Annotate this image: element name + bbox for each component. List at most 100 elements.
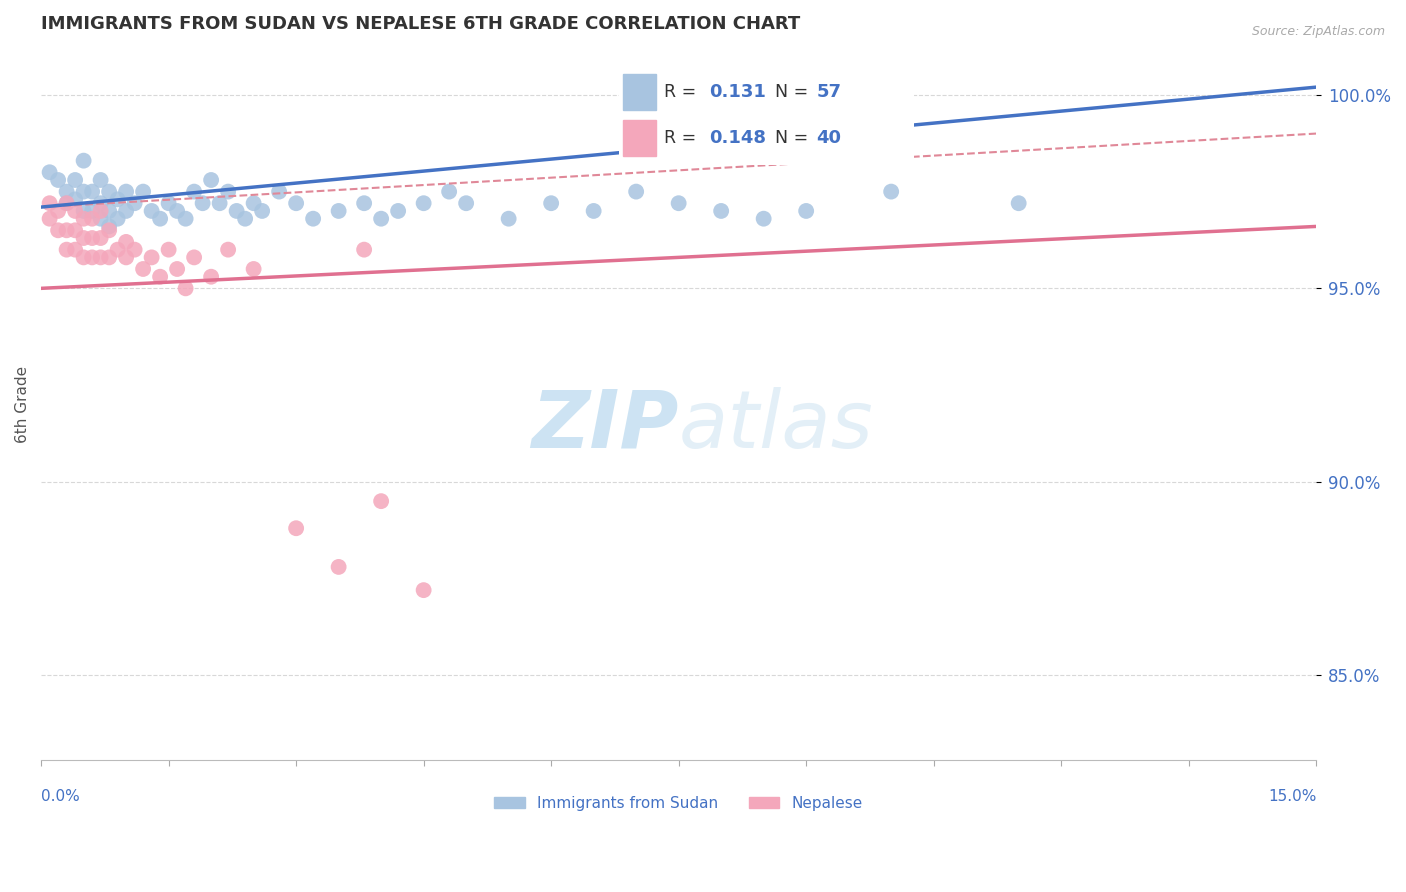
Point [233,211,256,226]
Point [217,243,239,257]
Point [90,231,112,245]
Point [242,196,264,211]
Point [353,243,375,257]
Point [1008,196,1031,211]
Point [63,243,86,257]
Y-axis label: 6th Grade: 6th Grade [15,366,30,443]
Point [250,203,273,218]
Point [46,173,69,187]
Point [90,203,112,218]
Point [302,211,325,226]
Text: N =: N = [775,129,808,147]
Text: 0.148: 0.148 [709,129,766,147]
Point [242,262,264,277]
Point [115,251,138,265]
Point [82,203,104,218]
Point [412,196,434,211]
Point [191,196,214,211]
Point [72,251,94,265]
Point [412,583,434,598]
Point [72,203,94,218]
Point [90,196,112,211]
Point [174,211,197,226]
Point [72,185,94,199]
Point [217,185,239,199]
Point [55,243,77,257]
Point [98,223,121,237]
Point [880,185,903,199]
Point [55,196,77,211]
Point [200,173,222,187]
Text: R =: R = [665,129,696,147]
Bar [623,74,655,110]
Point [107,192,129,206]
Point [132,185,155,199]
Point [124,196,146,211]
Point [285,521,308,535]
Point [149,269,172,284]
Point [183,251,205,265]
Point [82,251,104,265]
Point [149,211,172,226]
Point [141,203,163,218]
Point [370,494,392,508]
Point [115,203,138,218]
Point [98,219,121,234]
Text: 0.131: 0.131 [709,83,766,101]
Point [82,231,104,245]
Text: atlas: atlas [679,387,873,465]
Text: IMMIGRANTS FROM SUDAN VS NEPALESE 6TH GRADE CORRELATION CHART: IMMIGRANTS FROM SUDAN VS NEPALESE 6TH GR… [41,15,800,33]
Text: 15.0%: 15.0% [1268,789,1316,804]
Point [624,185,647,199]
Text: 0.0%: 0.0% [41,789,80,804]
Point [225,203,247,218]
Point [540,196,562,211]
Point [46,223,69,237]
Point [46,203,69,218]
Point [63,203,86,218]
Point [55,196,77,211]
Legend: Immigrants from Sudan, Nepalese: Immigrants from Sudan, Nepalese [488,789,869,817]
Text: Source: ZipAtlas.com: Source: ZipAtlas.com [1251,25,1385,38]
Point [794,203,817,218]
Point [183,185,205,199]
Point [353,196,375,211]
Point [55,185,77,199]
Point [285,196,308,211]
Point [582,203,605,218]
Point [208,196,231,211]
Point [63,223,86,237]
Point [63,173,86,187]
Point [269,185,291,199]
Point [98,185,121,199]
Point [115,235,138,249]
Point [90,211,112,226]
Point [456,196,478,211]
Text: N =: N = [775,83,808,101]
Point [328,560,350,574]
Point [124,243,146,257]
Bar [623,120,655,156]
Point [370,211,392,226]
Point [107,243,129,257]
Point [710,203,733,218]
Text: 57: 57 [817,83,841,101]
Point [174,281,197,295]
Point [498,211,520,226]
Point [38,165,60,179]
Point [82,211,104,226]
Point [98,203,121,218]
Point [90,173,112,187]
Point [166,262,188,277]
Point [115,185,138,199]
Point [668,196,690,211]
Point [157,196,180,211]
Point [72,211,94,226]
Point [98,251,121,265]
Point [38,196,60,211]
Text: ZIP: ZIP [531,387,679,465]
Point [55,223,77,237]
Point [328,203,350,218]
Point [157,243,180,257]
Point [72,231,94,245]
